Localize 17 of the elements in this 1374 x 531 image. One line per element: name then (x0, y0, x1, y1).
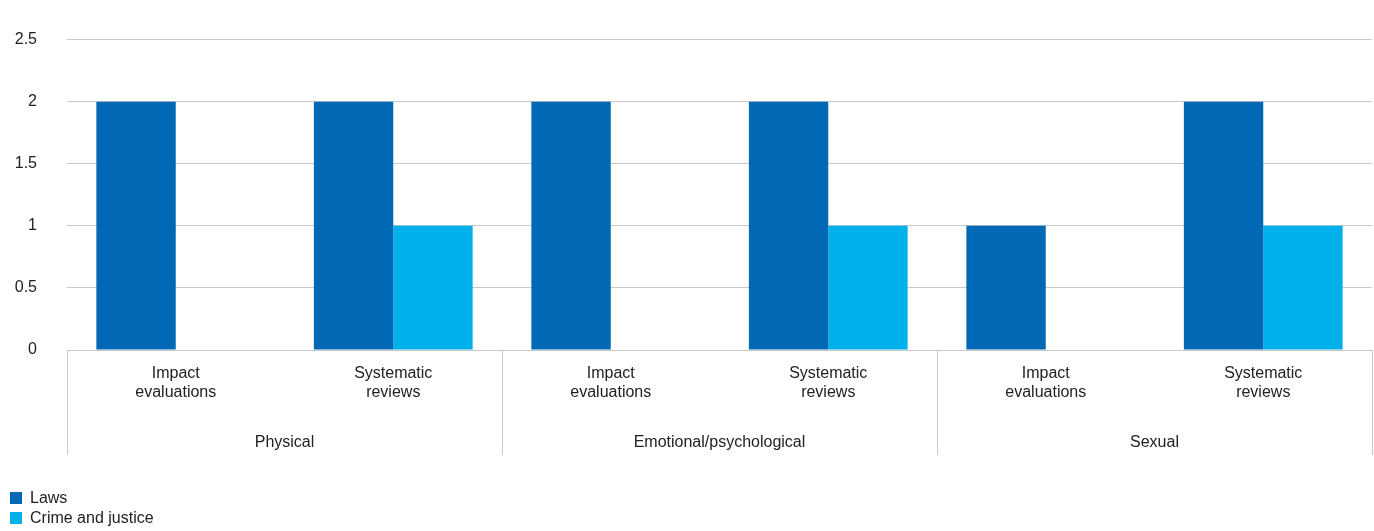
text: Sexual (1130, 433, 1179, 451)
y-tick-label: 2.5 (14, 30, 38, 48)
y-tick-label: 1.5 (14, 154, 38, 172)
x-tick-label: Impact evaluations (135, 364, 217, 401)
text: Emotional/psychological (633, 433, 806, 451)
x-tick-label: Systematic reviews (789, 364, 868, 401)
x-tick-label: Systematic reviews (1224, 364, 1303, 401)
y-tick-label: 2 (28, 92, 38, 110)
x-tick-label: Impact evaluations (570, 364, 652, 401)
y-tick-label: 1 (28, 216, 38, 234)
y-tick-label: 0 (28, 340, 38, 358)
x-tick-label: Impact evaluations (1005, 364, 1087, 401)
legend-label: Crime and justice (30, 509, 154, 527)
text: Physical (254, 433, 315, 451)
x-tick-label: Systematic reviews (354, 364, 433, 401)
legend-label: Laws (30, 489, 68, 507)
y-tick-label: 0.5 (14, 278, 38, 296)
